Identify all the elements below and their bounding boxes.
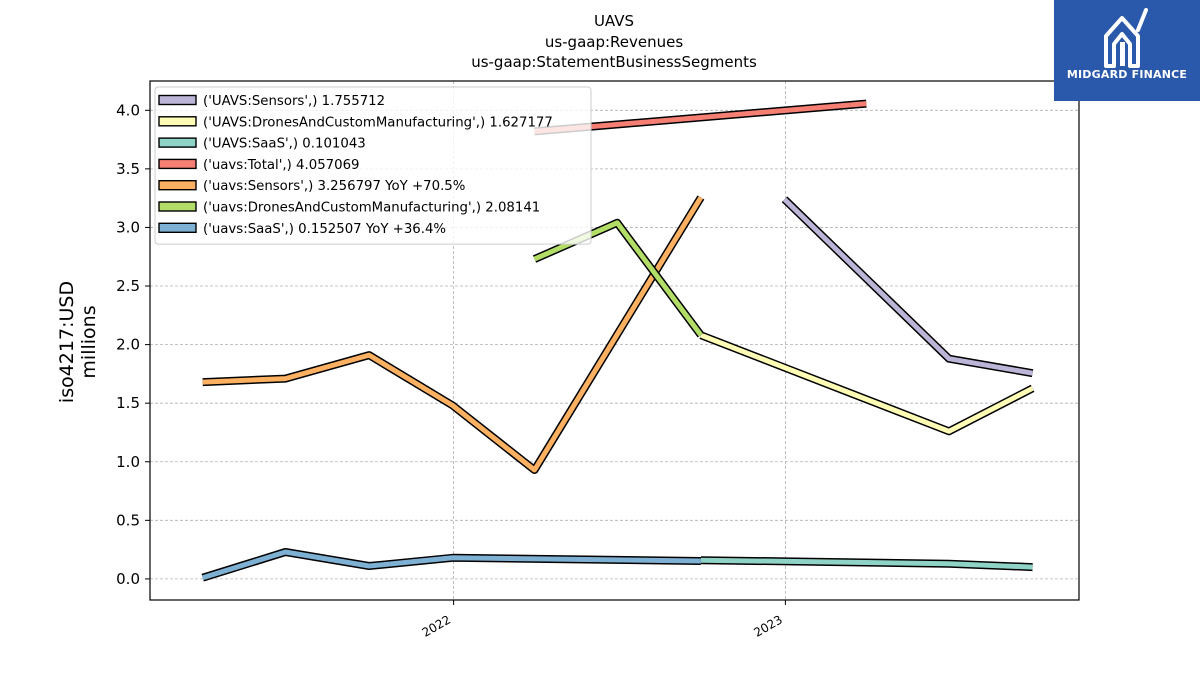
y-axis-title: iso4217:USD [56,281,78,403]
legend-label: ('UAVS:DronesAndCustomManufacturing',) 1… [203,115,553,130]
series-stroke [202,196,704,473]
brand-logo: MIDGARD FINANCE [1054,0,1200,101]
series-line-1 [699,331,1035,436]
legend-label: ('uavs:Total',) 4.057069 [203,158,360,173]
chart-subtitle-1: us-gaap:Revenues [545,33,684,51]
y-tick-label: 0.0 [116,570,140,588]
series-line-4 [202,195,705,474]
series-outline [699,331,1035,436]
series-lines [201,99,1035,582]
y-tick-label: 4.0 [116,101,140,119]
legend-item: ('UAVS:DronesAndCustomManufacturing',) 1… [158,115,553,130]
legend-item: ('UAVS:SaaS',) 0.101043 [158,137,366,152]
legend-label: ('uavs:SaaS',) 0.152507 YoY +36.4% [203,222,446,237]
legend-swatch [158,179,197,191]
series-stroke [201,549,701,581]
y-tick-label: 0.5 [116,511,140,529]
legend-item: ('uavs:Sensors',) 3.256797 YoY +70.5% [158,179,465,194]
y-axis-label: iso4217:USD millions [56,281,100,403]
y-tick-label: 1.0 [116,453,140,471]
legend-swatch [158,94,197,106]
legend-swatch [158,116,197,127]
y-tick-label: 3.5 [116,160,140,178]
legend-label: ('UAVS:Sensors',) 1.755712 [203,94,385,109]
y-axis-unit: millions [78,305,100,378]
legend-item: ('UAVS:Sensors',) 1.755712 [158,94,385,109]
plot-frame [149,80,1080,601]
series-stroke [700,557,1033,570]
chart-subtitle-2: us-gaap:StatementBusinessSegments [471,53,757,71]
series-stroke [533,220,703,337]
brand-logo-text: MIDGARD FINANCE [1066,68,1188,81]
legend: ('UAVS:Sensors',) 1.755712 ('UAVS:DronesA… [154,86,592,245]
legend-item: ('uavs:DronesAndCustomManufacturing',) 2… [158,201,540,216]
legend-swatch [158,158,197,170]
series-line-5 [532,218,705,338]
legend-item: ('uavs:SaaS',) 0.152507 YoY +36.4% [158,222,446,237]
y-tick-label: 3.0 [116,218,140,236]
y-tick-label: 2.0 [116,336,140,354]
x-axis: 2022 2023 [420,600,786,640]
x-tick-label: 2022 [420,612,453,639]
series-line-2 [700,556,1033,572]
x-tick-label: 2023 [751,612,784,639]
legend-swatch [158,222,197,234]
y-axis: 0.0 0.5 1.0 1.5 2.0 2.5 3.0 3.5 4.0 [116,101,150,588]
legend-box [154,86,592,245]
series-stroke [699,332,1034,434]
y-tick-label: 2.5 [116,277,140,295]
y-tick-label: 1.5 [116,394,140,412]
series-stroke [782,197,1034,376]
legend-label: ('UAVS:SaaS',) 0.101043 [203,137,366,152]
legend-label: ('uavs:DronesAndCustomManufacturing',) 2… [203,201,540,216]
chart-title: UAVS [594,12,634,30]
series-line-0 [781,196,1034,378]
legend-swatch [158,201,197,212]
series-line-6 [201,548,701,582]
logo-mark-icon [1104,8,1148,68]
legend-item: ('uavs:Total',) 4.057069 [158,158,360,173]
legend-swatch [158,137,197,148]
legend-label: ('uavs:Sensors',) 3.256797 YoY +70.5% [203,179,465,194]
